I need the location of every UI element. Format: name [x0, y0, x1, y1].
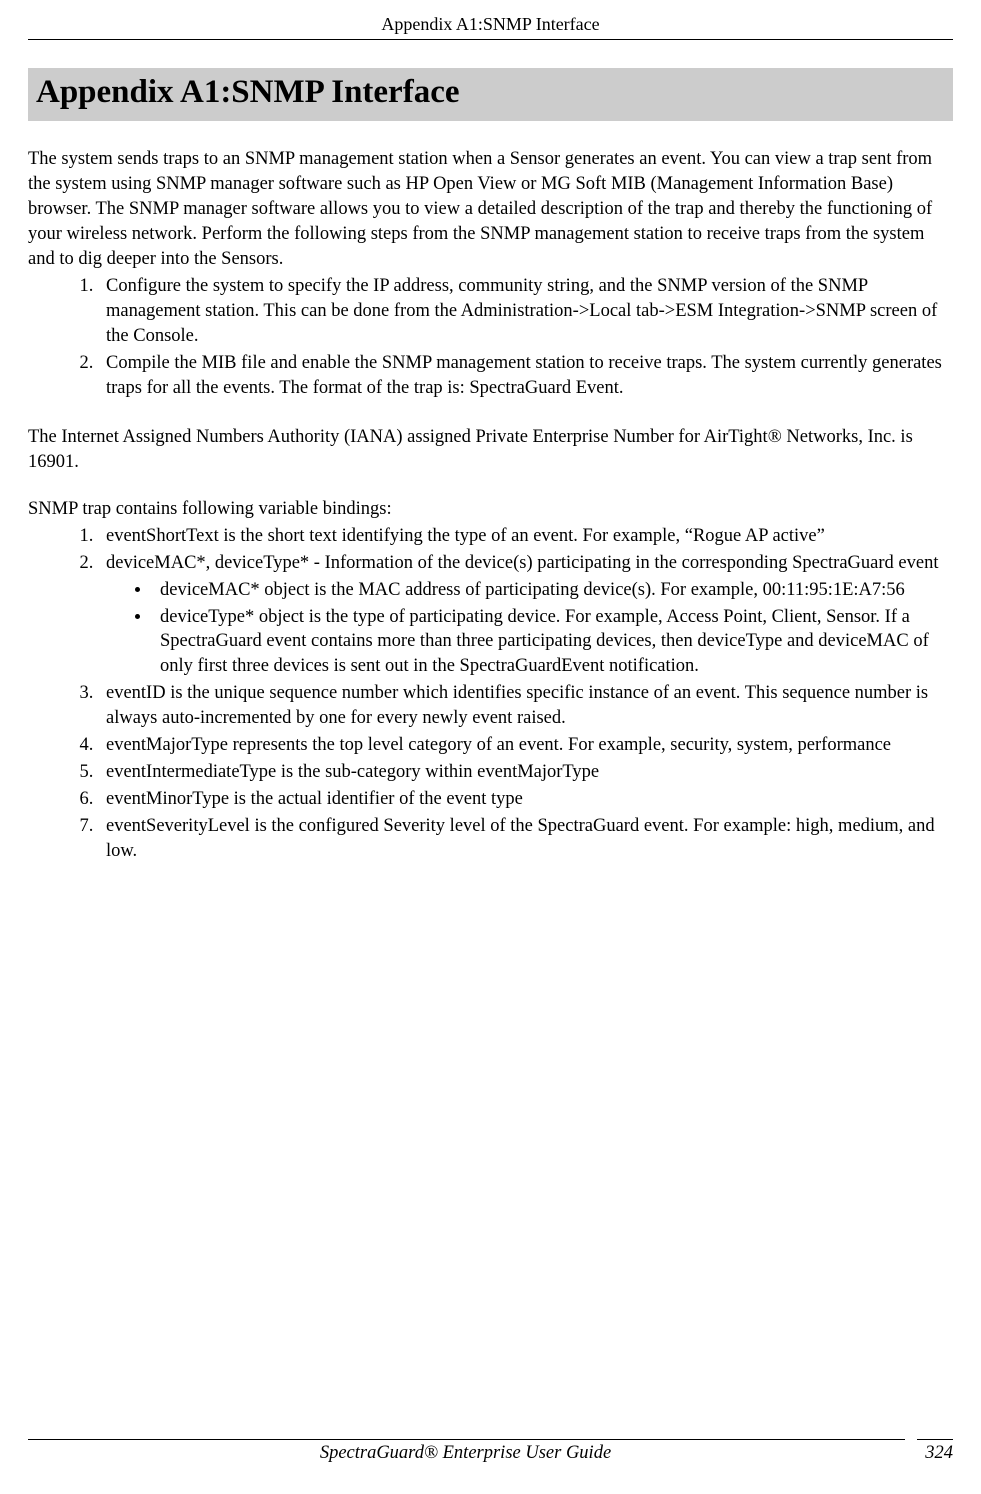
list-item: Compile the MIB file and enable the SNMP… [98, 351, 953, 401]
list-item: eventMinorType is the actual identifier … [98, 787, 953, 812]
list-item: deviceType* object is the type of partic… [152, 605, 953, 680]
list-item: eventSeverityLevel is the configured Sev… [98, 814, 953, 864]
list-item: eventID is the unique sequence number wh… [98, 681, 953, 731]
iana-paragraph: The Internet Assigned Numbers Authority … [28, 425, 953, 475]
page-title: Appendix A1:SNMP Interface [36, 74, 945, 111]
body: The system sends traps to an SNMP manage… [28, 147, 953, 864]
list-item: eventIntermediateType is the sub-categor… [98, 760, 953, 785]
running-header: Appendix A1:SNMP Interface [28, 0, 953, 40]
list-item: eventMajorType represents the top level … [98, 733, 953, 758]
list-item: deviceMAC*, deviceType* - Information of… [98, 551, 953, 680]
title-block: Appendix A1:SNMP Interface [28, 68, 953, 121]
sub-bullets: deviceMAC* object is the MAC address of … [106, 578, 953, 680]
list-item: Configure the system to specify the IP a… [98, 274, 953, 349]
footer: SpectraGuard® Enterprise User Guide 324 [28, 1439, 953, 1464]
steps-list: Configure the system to specify the IP a… [28, 274, 953, 401]
bindings-intro: SNMP trap contains following variable bi… [28, 497, 953, 522]
list-item-text: deviceMAC*, deviceType* - Information of… [106, 553, 938, 573]
footer-title: SpectraGuard® Enterprise User Guide [28, 1443, 903, 1464]
footer-rule [28, 1439, 953, 1440]
footer-page-number: 324 [903, 1443, 953, 1464]
page: Appendix A1:SNMP Interface Appendix A1:S… [0, 0, 981, 1494]
intro-paragraph: The system sends traps to an SNMP manage… [28, 147, 953, 272]
list-item: eventShortText is the short text identif… [98, 524, 953, 549]
bindings-list: eventShortText is the short text identif… [28, 524, 953, 865]
list-item: deviceMAC* object is the MAC address of … [152, 578, 953, 603]
